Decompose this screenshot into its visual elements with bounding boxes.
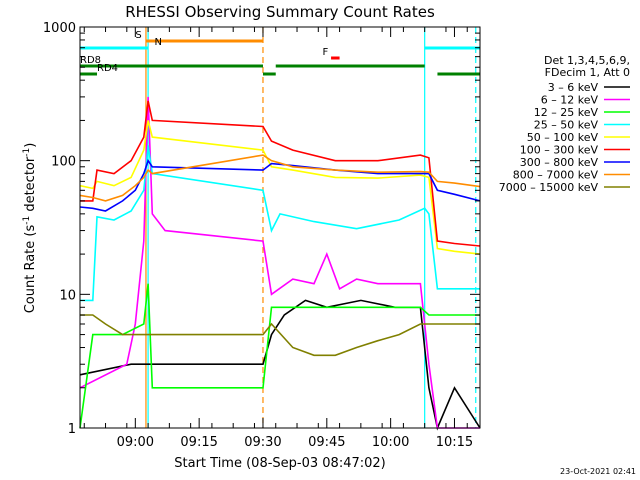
legend-entry-label: 7000 – 15000 keV [499, 181, 599, 194]
series-line-0 [79, 299, 481, 431]
flag-label-s: S [135, 30, 141, 41]
series-line-3 [80, 145, 480, 302]
x-tick-label: 09:15 [180, 435, 217, 450]
y-axis-label: Count Rate (s-1 detector-1) [22, 143, 38, 314]
y-tick-label: 1000 [43, 21, 76, 36]
chart-title: RHESSI Observing Summary Count Rates [125, 3, 435, 21]
legend-entry-label: 6 – 12 keV [541, 94, 599, 107]
legend-entry-label: 25 – 50 keV [534, 119, 599, 132]
series-line-8 [80, 314, 480, 357]
series-line-1 [79, 96, 480, 429]
series-line-7 [79, 154, 481, 202]
series-line-5 [80, 100, 481, 247]
legend: Det 1,3,4,5,6,9,FDecim 1, Att 0 3 – 6 keV… [499, 54, 630, 194]
plot-frame [79, 26, 481, 429]
flag-label-n: N [154, 37, 161, 48]
legend-entry-label: 100 – 300 keV [520, 144, 599, 157]
legend-entry-label: 800 – 7000 keV [513, 169, 599, 182]
series-line-2 [79, 283, 480, 429]
series-line-4 [79, 120, 481, 255]
x-tick-label: 10:15 [436, 435, 473, 450]
flag-label-rd8: RD8 [80, 55, 101, 66]
y-tick-label: 10 [59, 288, 76, 303]
y-tick-label: 100 [51, 155, 76, 170]
legend-entry-label: 12 – 25 keV [534, 106, 599, 119]
legend-header: Det 1,3,4,5,6,9, [544, 54, 630, 67]
x-tick-label: 10:00 [372, 435, 409, 450]
series-line-6 [79, 158, 481, 212]
x-tick-label: 09:00 [117, 435, 154, 450]
legend-header: FDecim 1, Att 0 [545, 66, 630, 79]
flag-label-f: F [323, 47, 329, 58]
y-tick-label: 1 [68, 422, 76, 437]
legend-entry-label: 3 – 6 keV [548, 81, 599, 94]
timestamp: 23-Oct-2021 02:41 [560, 467, 636, 476]
x-tick-label: 09:30 [244, 435, 281, 450]
flag-label-rd4: RD4 [97, 63, 118, 74]
legend-entry-label: 50 – 100 keV [527, 131, 599, 144]
x-tick-label: 09:45 [308, 435, 345, 450]
legend-entry-label: 300 – 800 keV [520, 156, 599, 169]
x-axis-label: Start Time (08-Sep-03 08:47:02) [174, 456, 385, 471]
